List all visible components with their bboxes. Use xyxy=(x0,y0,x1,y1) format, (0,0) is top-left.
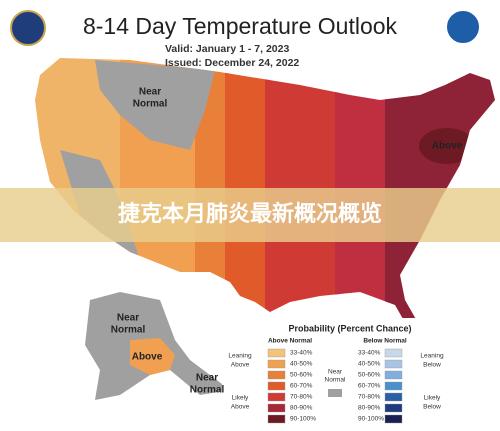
legend-swatch xyxy=(267,370,286,380)
legend-leaning-below: Below xyxy=(423,362,441,369)
legend-label: 70-80% xyxy=(290,394,313,401)
legend-swatch xyxy=(267,392,286,402)
legend-swatch xyxy=(384,348,403,358)
map-label: Above xyxy=(132,352,163,363)
legend-swatch xyxy=(384,392,403,402)
banner-text: 捷克本月肺炎最新概况概览 xyxy=(118,201,382,227)
legend-swatch xyxy=(384,403,403,413)
legend-above-header: Above Normal xyxy=(268,338,312,345)
legend-box xyxy=(222,318,478,431)
legend-likely-above: Above xyxy=(231,404,250,411)
legend-swatch xyxy=(267,403,286,413)
map-label: Near xyxy=(117,313,139,324)
noaa-logo xyxy=(445,9,481,45)
legend-likely-above: Likely xyxy=(232,395,249,402)
map-label: Normal xyxy=(190,385,225,396)
legend-leaning-above: Above xyxy=(231,362,250,369)
legend-likely-below: Below xyxy=(423,404,441,411)
legend-label: 50-60% xyxy=(290,372,313,379)
legend-swatch xyxy=(384,359,403,369)
banner xyxy=(0,188,500,242)
map-label: Normal xyxy=(111,325,146,336)
legend-label: 60-70% xyxy=(290,383,313,390)
map-label: Near xyxy=(139,87,161,98)
issued-date: Issued: December 24, 2022 xyxy=(165,57,299,69)
legend-near-normal: Near xyxy=(328,369,343,376)
legend-swatch xyxy=(267,381,286,391)
legend-below-header: Below Normal xyxy=(363,338,407,345)
near-normal-swatch xyxy=(328,389,342,397)
legend-label: 33-40% xyxy=(358,350,381,357)
legend-label: 70-80% xyxy=(358,394,381,401)
title: 8-14 Day Temperature Outlook xyxy=(83,13,398,39)
map-label: Normal xyxy=(133,99,168,110)
legend-swatch xyxy=(384,381,403,391)
legend-swatch xyxy=(267,348,286,358)
legend-label: 90-100% xyxy=(290,416,316,423)
legend-title: Probability (Percent Chance) xyxy=(288,323,411,333)
legend-swatch xyxy=(267,414,286,424)
map-label: Above xyxy=(432,141,463,152)
alaska-above xyxy=(130,338,175,375)
legend-label: 33-40% xyxy=(290,350,313,357)
legend-leaning-above: Leaning xyxy=(228,353,252,360)
legend-swatch xyxy=(384,370,403,380)
legend-likely-below: Likely xyxy=(424,395,441,402)
legend-label: 40-50% xyxy=(290,361,313,368)
legend-swatch xyxy=(267,359,286,369)
legend-label: 40-50% xyxy=(358,361,381,368)
doc-logo xyxy=(10,10,46,46)
legend-leaning-below: Leaning xyxy=(420,353,444,360)
legend-label: 90-100% xyxy=(358,416,384,423)
legend-label: 80-90% xyxy=(358,405,381,412)
legend-swatch xyxy=(384,414,403,424)
legend-near-normal: Normal xyxy=(325,377,347,384)
legend-label: 80-90% xyxy=(290,405,313,412)
valid-date: Valid: January 1 - 7, 2023 xyxy=(165,43,289,55)
map-label: Near xyxy=(196,373,218,384)
legend-label: 60-70% xyxy=(358,383,381,390)
legend-label: 50-60% xyxy=(358,372,381,379)
